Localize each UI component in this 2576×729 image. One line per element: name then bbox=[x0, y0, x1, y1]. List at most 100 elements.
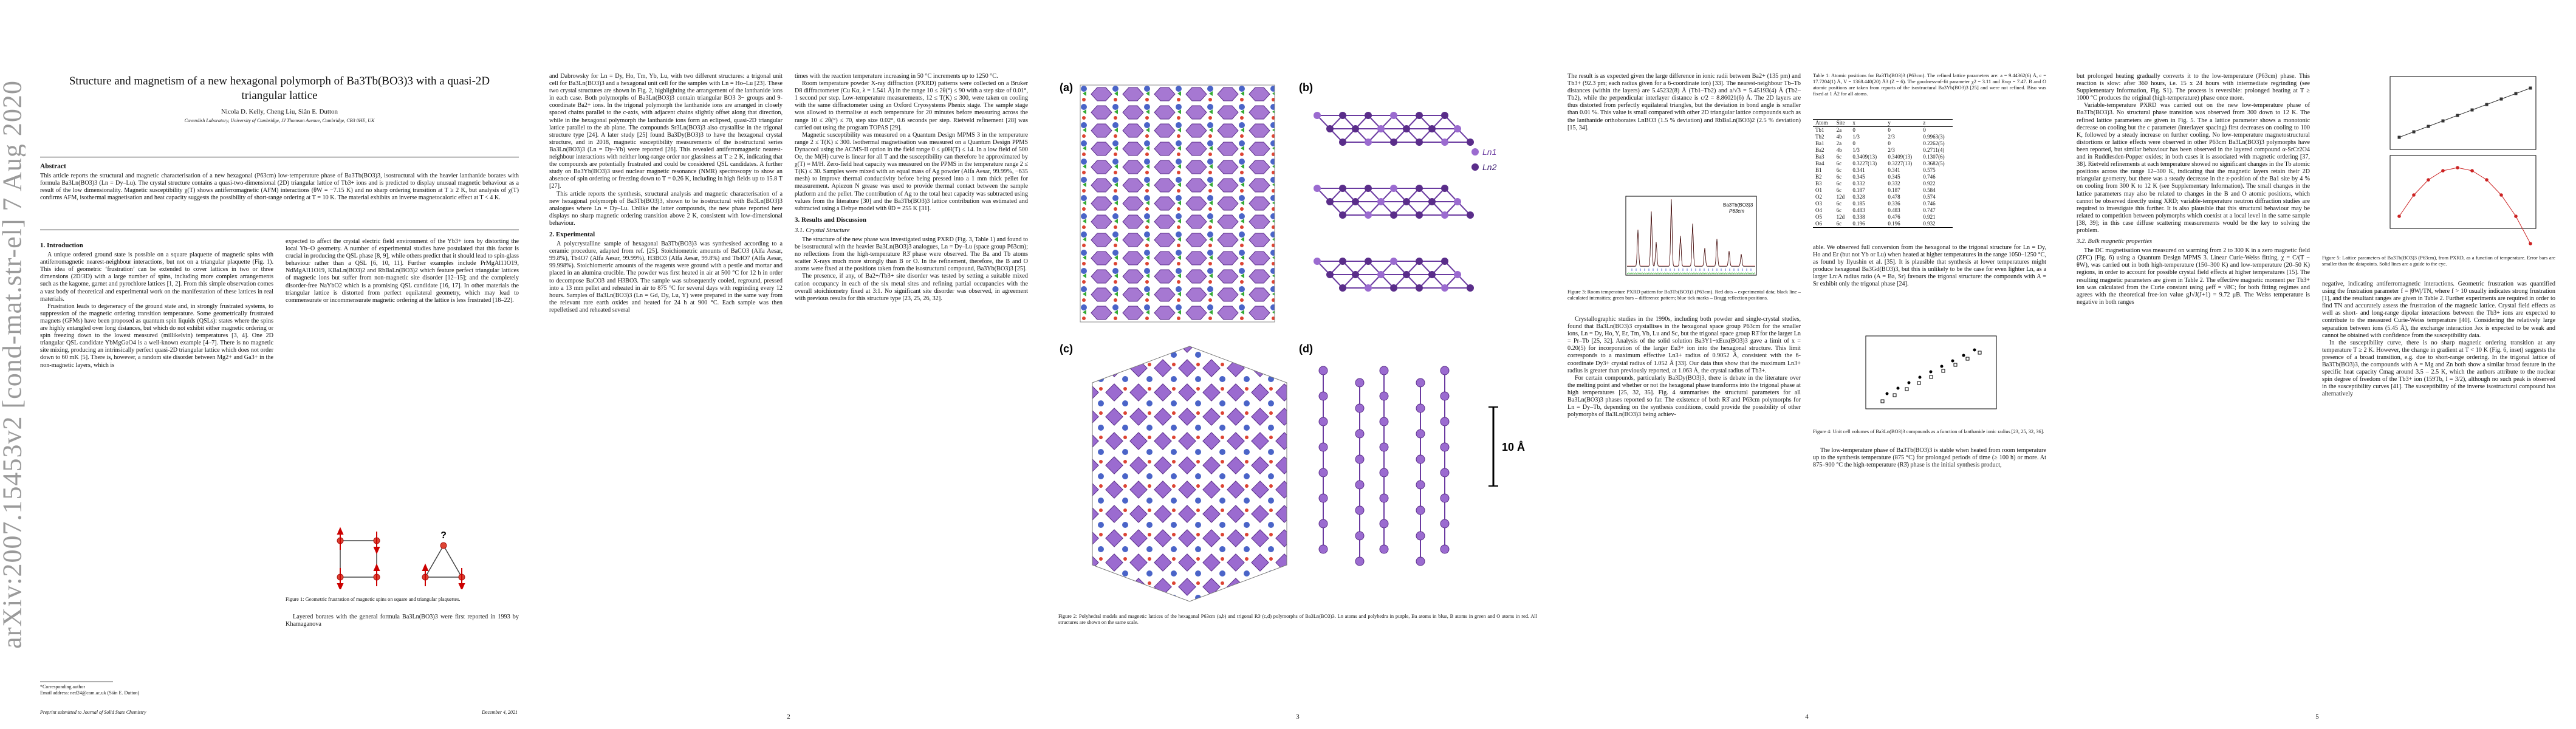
c-point bbox=[2441, 169, 2445, 173]
lattice-site bbox=[1403, 198, 1410, 205]
panel-c-trigonal-structure bbox=[1092, 346, 1287, 602]
subsection-heading: 3.2. Bulk magnetic properties bbox=[2077, 238, 2153, 245]
c-point bbox=[2529, 242, 2532, 245]
scale-bar: 10 Å bbox=[1488, 406, 1525, 487]
table-cell: 0.476 bbox=[1888, 214, 1900, 220]
figure-1: ? bbox=[337, 527, 465, 589]
data-point bbox=[1978, 351, 1982, 355]
lattice-site bbox=[1314, 185, 1321, 192]
chain-site bbox=[1355, 378, 1365, 388]
column-left: and Dabrowsky for Ln = Dy, Ho, Tm, Yb, L… bbox=[549, 73, 783, 705]
paragraph: Crystallographic studies in the 1990s, i… bbox=[1567, 316, 1801, 374]
c-parameter-line bbox=[2399, 167, 2531, 244]
paragraph: The result is as expected given the larg… bbox=[1567, 73, 1801, 131]
lattice-site bbox=[1441, 211, 1448, 219]
panel-label-b: (b) bbox=[1299, 81, 1313, 94]
chain-site bbox=[1440, 519, 1450, 529]
table-row: B3 6c 0.332 0.332 0.922 bbox=[1813, 180, 1953, 187]
table-row: Ba1 2a 0 0 0.2262(5) bbox=[1813, 140, 1953, 147]
table-cell: B3 bbox=[1815, 180, 1822, 187]
table-cell: 1/3 bbox=[1852, 134, 1860, 140]
table-cell: 0.187 bbox=[1852, 187, 1865, 193]
page-1: Structure and magnetism of a new hexagon… bbox=[26, 0, 533, 729]
lattice-site bbox=[1365, 284, 1372, 292]
lattice-site bbox=[1428, 198, 1436, 205]
chain-site bbox=[1318, 391, 1328, 401]
lattice-site bbox=[1365, 211, 1372, 219]
lattice-site bbox=[1454, 198, 1461, 205]
column-left-2: Crystallographic studies in the 1990s, i… bbox=[1567, 316, 1801, 705]
lattice-site bbox=[1390, 211, 1397, 219]
a-point bbox=[2529, 86, 2532, 90]
scale-bar-label: 10 Å bbox=[1502, 441, 1525, 453]
lattice-site bbox=[1467, 139, 1474, 146]
lattice-site bbox=[1416, 112, 1423, 119]
table-cell: O1 bbox=[1815, 187, 1822, 193]
lattice-site bbox=[1403, 271, 1410, 278]
table-cell: 0.345 bbox=[1888, 174, 1900, 180]
data-point bbox=[1962, 354, 1965, 357]
paragraph: The structure of the new phase was inves… bbox=[795, 236, 1029, 273]
chain-site bbox=[1318, 519, 1328, 529]
lattice-site bbox=[1428, 271, 1436, 278]
table-cell: 0.746 bbox=[1923, 174, 1936, 180]
chain-site bbox=[1416, 505, 1425, 515]
lattice-site bbox=[1377, 125, 1385, 132]
page-number: 3 bbox=[1296, 713, 1300, 720]
table-cell: 6c bbox=[1836, 174, 1842, 180]
a-parameter-line bbox=[2399, 87, 2531, 138]
table-header: Site bbox=[1836, 120, 1845, 126]
data-point bbox=[1893, 393, 1897, 397]
table-cell: O6 bbox=[1815, 221, 1822, 227]
table-cell: Ba2 bbox=[1815, 147, 1824, 153]
lattice-site bbox=[1403, 125, 1410, 132]
c-point bbox=[2456, 166, 2459, 169]
paragraph: A unique ordered ground state is possibl… bbox=[40, 252, 273, 303]
table-cell: 0.332 bbox=[1852, 180, 1865, 187]
figure-4-unit-cell bbox=[1865, 335, 1997, 409]
table-cell: 2/3 bbox=[1888, 147, 1895, 153]
table-1-caption: Table 1: Atomic positions for Ba3Tb(BO3)… bbox=[1813, 73, 2046, 97]
chain-site bbox=[1355, 480, 1365, 490]
chain-site bbox=[1379, 442, 1389, 452]
figure-3-pxrd: Ba3Tb(BO3)3 P63cm bbox=[1625, 196, 1757, 276]
table-cell: 6c bbox=[1836, 221, 1842, 227]
table-cell: 4b bbox=[1836, 134, 1842, 140]
a-point bbox=[2499, 97, 2503, 101]
table-cell: 6c bbox=[1836, 167, 1842, 173]
lattice-site bbox=[1441, 185, 1448, 192]
bragg-ticks bbox=[1631, 269, 1752, 271]
lattice-site bbox=[1365, 112, 1372, 119]
table-cell: 0.3227(13) bbox=[1852, 160, 1877, 166]
affiliation: Cavendish Laboratory, University of Camb… bbox=[184, 118, 375, 123]
table-cell: B1 bbox=[1815, 167, 1822, 173]
paragraph: and Dabrowsky for Ln = Dy, Ho, Tm, Yb, L… bbox=[549, 73, 783, 190]
lattice-site bbox=[1416, 284, 1423, 292]
section-heading: 1. Introduction bbox=[40, 242, 83, 249]
table-cell: 0.328 bbox=[1852, 194, 1865, 200]
table-row: Ba4 6c 0.3227(13) 0.3227(13) 0.3682(5) bbox=[1813, 160, 1953, 167]
chain-site bbox=[1440, 417, 1450, 426]
legend-spacegroup: P63cm bbox=[1729, 208, 1744, 214]
lattice-site bbox=[1365, 139, 1372, 146]
paragraph: This article reports the synthesis, stru… bbox=[549, 190, 783, 227]
a-point bbox=[2514, 92, 2518, 95]
paragraph: The presence, if any, of Ba2+/Tb3+ site … bbox=[795, 273, 1028, 302]
lattice-site bbox=[1441, 284, 1448, 292]
lattice-site bbox=[1416, 211, 1423, 219]
table-cell: 2a bbox=[1836, 140, 1842, 146]
data-point bbox=[1940, 364, 1944, 368]
chain-site bbox=[1379, 366, 1389, 375]
data-point bbox=[1918, 375, 1922, 379]
table-cell: O2 bbox=[1815, 194, 1822, 200]
chain-site bbox=[1416, 454, 1425, 464]
arxiv-stamp: arXiv:2007.15453v2 [cond-mat.str-el] 7 A… bbox=[0, 0, 27, 729]
lattice-site bbox=[1390, 112, 1397, 119]
table-row: O3 6c 0.185 0.336 0.746 bbox=[1813, 200, 1953, 207]
frustration-question-mark: ? bbox=[440, 530, 447, 541]
chain-site bbox=[1355, 403, 1365, 413]
chain-site bbox=[1416, 556, 1425, 566]
lattice-site bbox=[1339, 112, 1346, 119]
journal-note: Preprint submitted to Journal of Solid S… bbox=[40, 710, 146, 715]
lattice-site bbox=[1416, 258, 1423, 265]
